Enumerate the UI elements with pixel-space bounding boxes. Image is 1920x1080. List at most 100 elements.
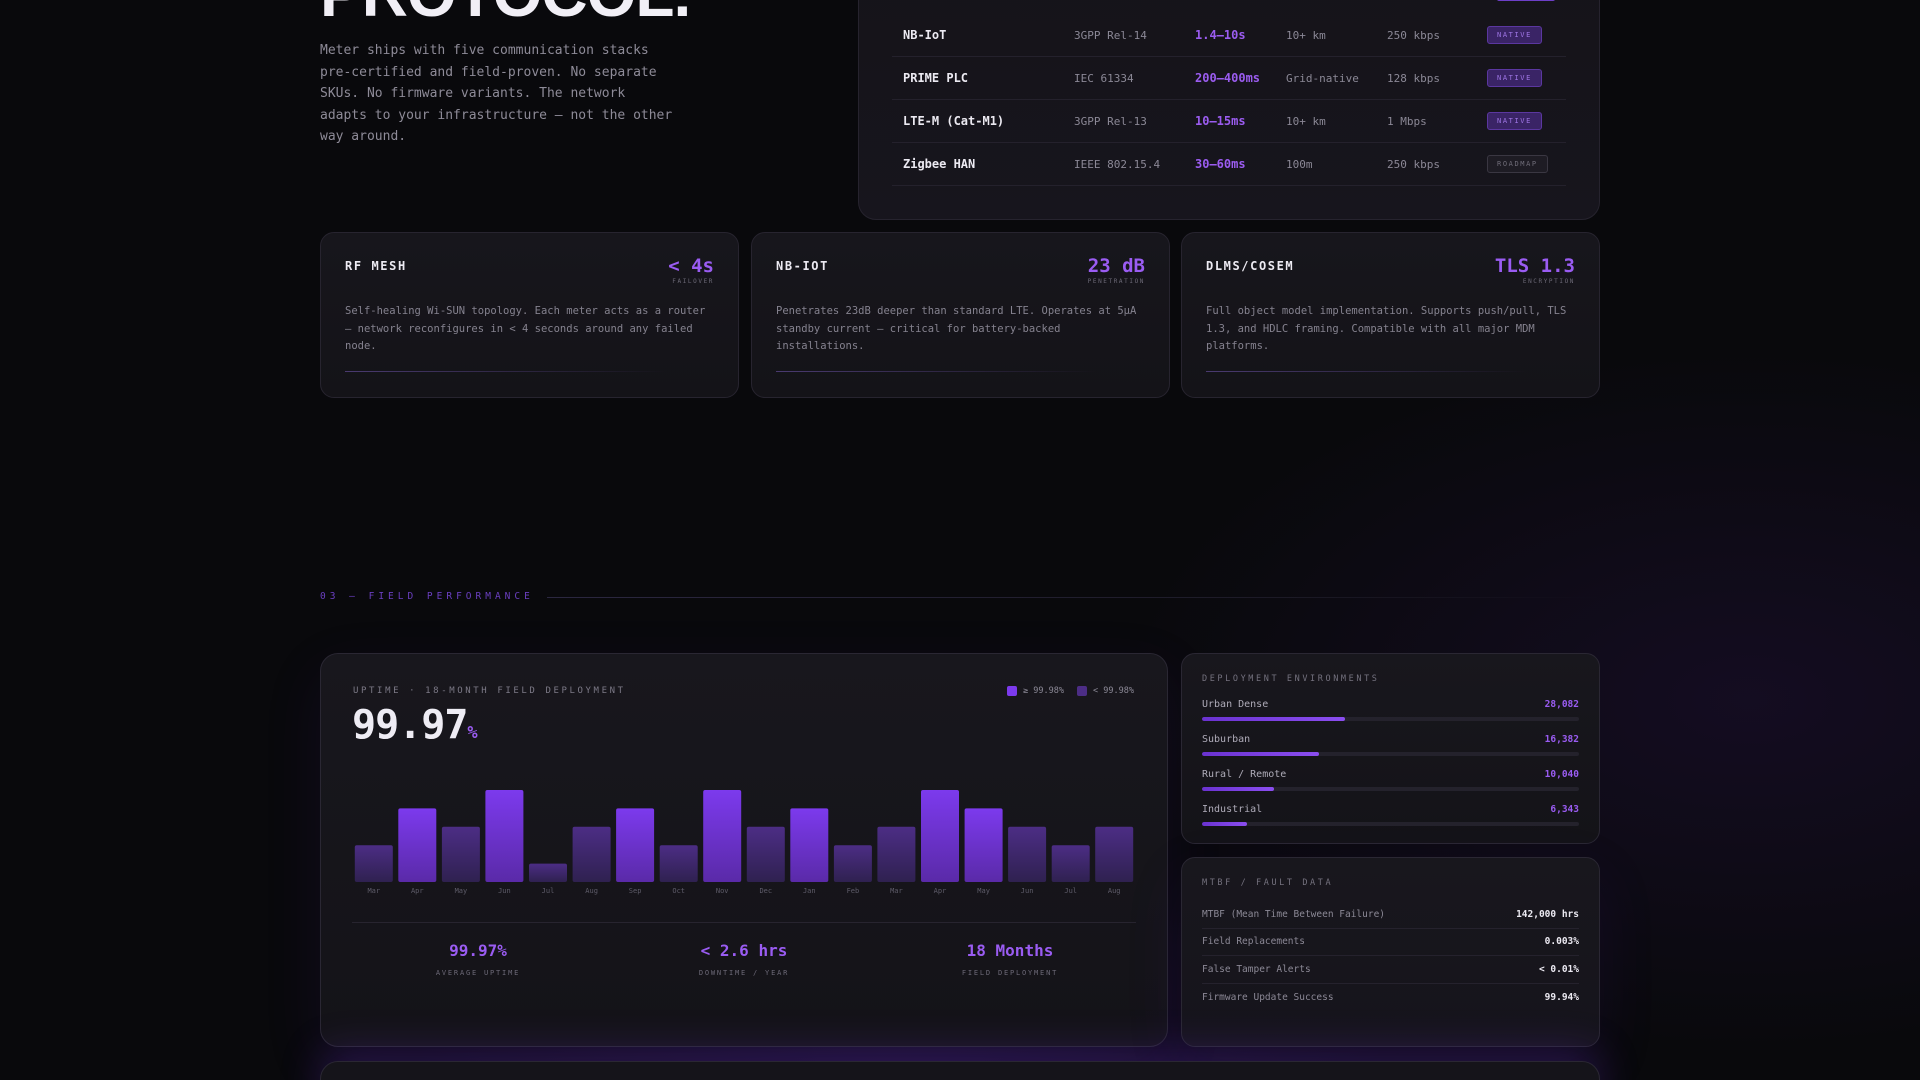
status-badge: NATIVE (1487, 26, 1542, 44)
environment-bar-fill (1202, 752, 1319, 756)
chart-bar (485, 790, 524, 882)
environment-row: Urban Dense 28,082 (1202, 699, 1579, 734)
hero-description: Meter ships with five communication stac… (320, 43, 673, 144)
feature-description: Full object model implementation. Suppor… (1206, 305, 1567, 352)
uptime-unit: % (467, 723, 478, 743)
table-row: PRIME PLC IEC 61334 200–400ms Grid-nativ… (892, 57, 1566, 100)
feature-title: RF MESH (345, 259, 407, 273)
chart-bar (572, 826, 611, 882)
feature-metric-label: FAILOVER (672, 278, 714, 285)
table-row: Zigbee HAN IEEE 802.15.4 30–60ms 100m 25… (892, 143, 1566, 186)
chart-bar (790, 808, 829, 882)
uptime-bar-chart: Mar Apr May Jun Jul Aug Sep Oct Nov Dec Jan Feb Mar A… (354, 790, 1134, 895)
chart-bar (921, 790, 959, 882)
stat-field-deployment: 18 Months (966, 941, 1054, 960)
chart-bar (1051, 845, 1090, 882)
stat-label: AVERAGE UPTIME (435, 969, 521, 977)
chart-bar (703, 790, 742, 882)
feature-card-rf-mesh: RF MESH < 4s FAILOVER Self-healing Wi-SU… (320, 232, 739, 398)
chart-tick-label: May (455, 887, 468, 895)
protocol-standard: IEEE 802.15.4 (1074, 157, 1161, 171)
chart-tick-label: Feb (847, 887, 860, 895)
chart-tick-label: Jan (803, 887, 816, 895)
next-section-card (320, 1061, 1600, 1080)
protocol-standard: IEC 61334 (1074, 71, 1134, 85)
protocol-latency: 200–400ms (1195, 71, 1261, 85)
chart-tick-label: Jun (1021, 887, 1034, 895)
chart-tick-label: Aug (1108, 887, 1121, 895)
environment-row: Industrial 6,343 (1202, 804, 1579, 839)
deployment-environments-card (1181, 653, 1600, 844)
uptime-label: UPTIME · 18-MONTH FIELD DEPLOYMENT (353, 686, 626, 696)
mtbf-row: False Tamper Alerts < 0.01% (1202, 956, 1579, 984)
feature-card-dlms-cosem: DLMS/COSEM TLS 1.3 ENCRYPTION Full objec… (1181, 232, 1600, 398)
mtbf-card (1181, 857, 1600, 1047)
legend-item: < 99.98% (1077, 686, 1134, 696)
protocol-name: Zigbee HAN (903, 157, 976, 171)
mtbf-heading: MTBF / FAULT DATA (1202, 878, 1334, 888)
environment-name: Suburban (1202, 734, 1251, 745)
protocol-range: 10+ km (1286, 28, 1326, 42)
mtbf-value: 99.94% (1544, 991, 1579, 1003)
protocol-range: 100m (1286, 157, 1313, 171)
uptime-number: 99.97 (352, 702, 468, 748)
chart-tick-label: May (977, 887, 990, 895)
chart-tick-label: Mar (367, 887, 380, 895)
protocol-rate: 128 kbps (1387, 71, 1440, 85)
feature-metric: TLS 1.3 (1494, 255, 1575, 277)
feature-description: Self-healing Wi-SUN topology. Each meter… (345, 305, 706, 352)
environment-bar-fill (1202, 787, 1274, 791)
protocol-name: LTE-M (Cat-M1) (903, 114, 1005, 128)
environments-heading: DEPLOYMENT ENVIRONMENTS (1202, 674, 1380, 684)
chart-bar (964, 808, 1003, 882)
chart-tick-label: Jul (1064, 887, 1077, 895)
chart-bar (354, 845, 393, 882)
feature-metric: < 4s (668, 255, 714, 277)
chart-tick-label: Jul (542, 887, 555, 895)
protocol-standard: 3GPP Rel-14 (1074, 28, 1147, 42)
stats-divider (352, 922, 1136, 923)
environment-bar-fill (1202, 717, 1346, 721)
chart-bar (398, 808, 437, 882)
chart-tick-label: Nov (716, 887, 729, 895)
mtbf-row: Field Replacements 0.003% (1202, 929, 1579, 956)
section-label: 03 — FIELD PERFORMANCE (320, 591, 534, 602)
table-row: NB-IoT 3GPP Rel-14 1.4–10s 10+ km 250 kb… (892, 14, 1566, 57)
feature-metric-label: ENCRYPTION (1522, 278, 1575, 285)
mtbf-value: 142,000 hrs (1516, 908, 1579, 920)
mtbf-key: False Tamper Alerts (1202, 963, 1311, 975)
stat-label: FIELD DEPLOYMENT (961, 969, 1059, 977)
feature-description: Penetrates 23dB deeper than standard LTE… (776, 305, 1137, 352)
stat-downtime: < 2.6 hrs (700, 941, 788, 960)
chart-tick-label: Dec (759, 887, 772, 895)
chart-bar (833, 845, 872, 882)
protocol-rate: 250 kbps (1387, 28, 1440, 42)
protocol-latency: 1.4–10s (1195, 28, 1246, 42)
table-row: LTE-M (Cat-M1) 3GPP Rel-13 10–15ms 10+ k… (892, 100, 1566, 143)
chart-tick-label: Apr (934, 887, 947, 895)
environment-name: Urban Dense (1202, 699, 1269, 710)
mtbf-value: 0.003% (1544, 936, 1579, 948)
uptime-value: 99.97% (352, 702, 478, 748)
protocol-badge-partial (1497, 0, 1555, 1)
chart-bar (1008, 826, 1047, 882)
chart-tick-label: Sep (629, 887, 642, 895)
feature-metric-label: PENETRATION (1087, 278, 1145, 285)
chart-bar (441, 826, 480, 882)
legend-swatch-low (1077, 686, 1087, 696)
section-divider (547, 597, 1600, 598)
environment-bar-track (1202, 717, 1579, 721)
mtbf-key: Field Replacements (1202, 936, 1305, 948)
feature-card-nb-iot: NB-IOT 23 dB PENETRATION Penetrates 23dB… (751, 232, 1170, 398)
environment-row: Rural / Remote 10,040 (1202, 769, 1579, 804)
legend-swatch-high (1007, 686, 1017, 696)
status-badge: NATIVE (1487, 112, 1542, 130)
environment-bar-fill (1202, 822, 1248, 826)
status-badge: ROADMAP (1487, 155, 1548, 173)
mtbf-row: MTBF (Mean Time Between Failure) 142,000… (1202, 901, 1579, 929)
chart-bar (746, 826, 785, 882)
legend-label: < 99.98% (1093, 686, 1134, 696)
mtbf-row: Firmware Update Success 99.94% (1202, 984, 1579, 1012)
environment-name: Industrial (1202, 804, 1263, 815)
chart-bar (529, 863, 567, 882)
